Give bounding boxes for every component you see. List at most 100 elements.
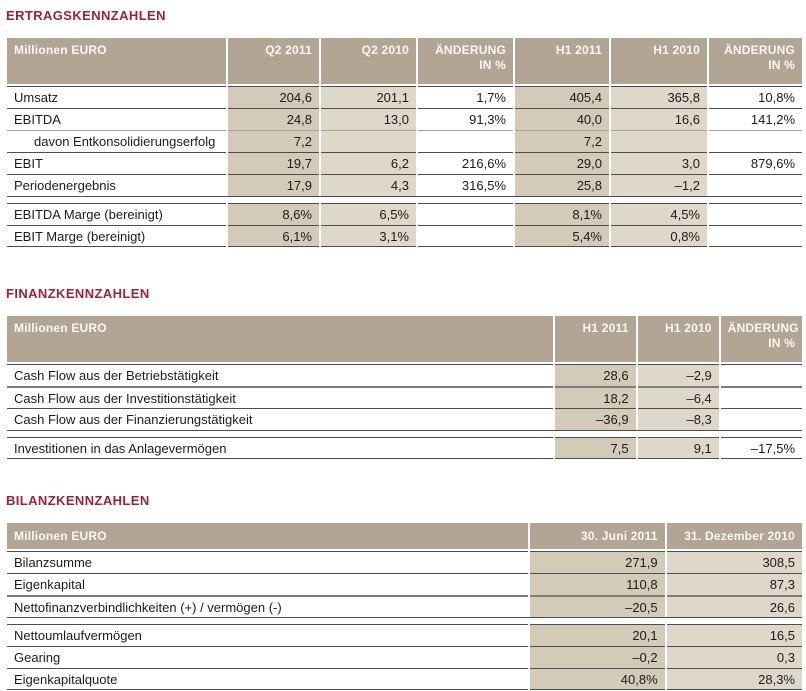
value-cell: 13,0 bbox=[321, 108, 416, 130]
table-row-eigenkapitalquote: Eigenkapitalquote 40,8% 28,3% bbox=[7, 668, 802, 690]
table-header-row: Millionen EURO Q2 2011 Q2 2010 ÄNDERUNG … bbox=[7, 38, 802, 86]
value-cell: 6,2 bbox=[321, 152, 416, 174]
table-header-row: Millionen EURO H1 2011 H1 2010 ÄNDERUNG … bbox=[7, 316, 802, 364]
value-cell: 28,6 bbox=[555, 364, 636, 386]
change-cell bbox=[418, 203, 513, 225]
row-label: Periodenergebnis bbox=[7, 174, 226, 196]
column-header-h1-2010: H1 2010 bbox=[611, 38, 707, 86]
value-cell: 6,1% bbox=[228, 225, 319, 247]
value-cell: 308,5 bbox=[666, 551, 802, 573]
value-cell: –1,2 bbox=[611, 174, 707, 196]
change-cell: 10,8% bbox=[709, 86, 802, 108]
row-label: Umsatz bbox=[7, 86, 226, 108]
finanzkennzahlen-table: Millionen EURO H1 2011 H1 2010 ÄNDERUNG … bbox=[5, 316, 804, 459]
table-gap-row bbox=[7, 196, 802, 203]
value-cell: 5,4% bbox=[515, 225, 609, 247]
value-cell: 20,1 bbox=[530, 624, 665, 646]
table-gap-row bbox=[7, 617, 802, 624]
table-header-row: Millionen EURO 30. Juni 2011 31. Dezembe… bbox=[7, 523, 802, 551]
table-row-entkonsolidierungserfolg: davon Entkonsolidierungserfolg 7,2 7,2 bbox=[7, 130, 802, 152]
value-cell: 16,6 bbox=[611, 108, 707, 130]
bilanzkennzahlen-table: Millionen EURO 30. Juni 2011 31. Dezembe… bbox=[5, 523, 804, 690]
table-row-cashflow-investition: Cash Flow aus der Investitionstätigkeit … bbox=[7, 386, 802, 408]
table-gap-row bbox=[7, 430, 802, 437]
value-cell: 271,9 bbox=[530, 551, 665, 573]
table-row-nettoumlaufvermoegen: Nettoumlaufvermögen 20,1 16,5 bbox=[7, 624, 802, 646]
row-label: Nettoumlaufvermögen bbox=[7, 624, 529, 646]
table-row-cashflow-betrieb: Cash Flow aus der Betriebstätigkeit 28,6… bbox=[7, 364, 802, 386]
value-cell: 16,5 bbox=[666, 624, 802, 646]
change-cell: 141,2% bbox=[709, 108, 802, 130]
change-cell: 216,6% bbox=[418, 152, 513, 174]
table-row-cashflow-finanzierung: Cash Flow aus der Finanzierungstätigkeit… bbox=[7, 408, 802, 430]
value-cell: 110,8 bbox=[530, 573, 665, 595]
value-cell: 0,3 bbox=[666, 646, 802, 668]
value-cell bbox=[611, 130, 707, 152]
value-cell: 40,0 bbox=[515, 108, 609, 130]
row-label: Eigenkapitalquote bbox=[7, 668, 529, 690]
value-cell: 4,3 bbox=[321, 174, 416, 196]
table-row-bilanzsumme: Bilanzsumme 271,9 308,5 bbox=[7, 551, 802, 573]
table-row-ebitda: EBITDA 24,8 13,0 91,3% 40,0 16,6 141,2% bbox=[7, 108, 802, 130]
unit-header-cell: Millionen EURO bbox=[7, 523, 529, 551]
table-row-eigenkapital: Eigenkapital 110,8 87,3 bbox=[7, 573, 802, 595]
unit-header-cell: Millionen EURO bbox=[7, 316, 554, 364]
column-header-change-q2: ÄNDERUNG IN % bbox=[418, 38, 513, 86]
value-cell: 9,1 bbox=[637, 437, 719, 459]
row-label: EBIT Marge (bereinigt) bbox=[7, 225, 226, 247]
column-header-change-h1: ÄNDERUNG IN % bbox=[709, 38, 802, 86]
column-header-change: ÄNDERUNG IN % bbox=[720, 316, 802, 364]
change-cell bbox=[709, 203, 802, 225]
value-cell: 7,5 bbox=[555, 437, 636, 459]
section-title-bilanzkennzahlen: BILANZKENNZAHLEN bbox=[6, 493, 150, 508]
row-label: EBIT bbox=[7, 152, 226, 174]
value-cell: 28,3% bbox=[666, 668, 802, 690]
value-cell: 19,7 bbox=[228, 152, 319, 174]
change-cell: 879,6% bbox=[709, 152, 802, 174]
value-cell: 87,3 bbox=[666, 573, 802, 595]
column-header-31-dezember-2010: 31. Dezember 2010 bbox=[666, 523, 802, 551]
change-cell bbox=[418, 225, 513, 247]
change-cell: 316,5% bbox=[418, 174, 513, 196]
column-header-h1-2011: H1 2011 bbox=[515, 38, 609, 86]
value-cell: 405,4 bbox=[515, 86, 609, 108]
column-header-h1-2010: H1 2010 bbox=[637, 316, 719, 364]
row-label: Cash Flow aus der Investitionstätigkeit bbox=[7, 386, 554, 408]
row-label: Nettofinanzverbindlichkeiten (+) / vermö… bbox=[7, 595, 529, 617]
change-cell bbox=[709, 225, 802, 247]
change-cell bbox=[709, 174, 802, 196]
value-cell: 204,6 bbox=[228, 86, 319, 108]
value-cell: 365,8 bbox=[611, 86, 707, 108]
value-cell: 7,2 bbox=[515, 130, 609, 152]
column-header-q2-2011: Q2 2011 bbox=[228, 38, 319, 86]
value-cell: 201,1 bbox=[321, 86, 416, 108]
table-row-ebit-marge: EBIT Marge (bereinigt) 6,1% 3,1% 5,4% 0,… bbox=[7, 225, 802, 247]
value-cell: 25,8 bbox=[515, 174, 609, 196]
table-row-nettofinanzverbindlichkeiten: Nettofinanzverbindlichkeiten (+) / vermö… bbox=[7, 595, 802, 617]
change-cell bbox=[709, 130, 802, 152]
ertragskennzahlen-table: Millionen EURO Q2 2011 Q2 2010 ÄNDERUNG … bbox=[5, 38, 804, 247]
value-cell: 29,0 bbox=[515, 152, 609, 174]
value-cell: –6,4 bbox=[637, 386, 719, 408]
column-header-q2-2010: Q2 2010 bbox=[321, 38, 416, 86]
value-cell: 18,2 bbox=[555, 386, 636, 408]
change-cell: 1,7% bbox=[418, 86, 513, 108]
row-label: Cash Flow aus der Betriebstätigkeit bbox=[7, 364, 554, 386]
value-cell: 26,6 bbox=[666, 595, 802, 617]
table-row-ebit: EBIT 19,7 6,2 216,6% 29,0 3,0 879,6% bbox=[7, 152, 802, 174]
table-row-periodenergebnis: Periodenergebnis 17,9 4,3 316,5% 25,8 –1… bbox=[7, 174, 802, 196]
value-cell: 40,8% bbox=[530, 668, 665, 690]
column-header-30-juni-2011: 30. Juni 2011 bbox=[530, 523, 665, 551]
row-label: davon Entkonsolidierungserfolg bbox=[7, 130, 226, 152]
value-cell: –2,9 bbox=[637, 364, 719, 386]
table-row-gearing: Gearing –0,2 0,3 bbox=[7, 646, 802, 668]
row-label: Bilanzsumme bbox=[7, 551, 529, 573]
row-label: EBITDA bbox=[7, 108, 226, 130]
row-label: Eigenkapital bbox=[7, 573, 529, 595]
value-cell: 17,9 bbox=[228, 174, 319, 196]
change-cell bbox=[720, 386, 802, 408]
value-cell: 0,8% bbox=[611, 225, 707, 247]
table-row-umsatz: Umsatz 204,6 201,1 1,7% 405,4 365,8 10,8… bbox=[7, 86, 802, 108]
change-cell: 91,3% bbox=[418, 108, 513, 130]
value-cell: –20,5 bbox=[530, 595, 665, 617]
